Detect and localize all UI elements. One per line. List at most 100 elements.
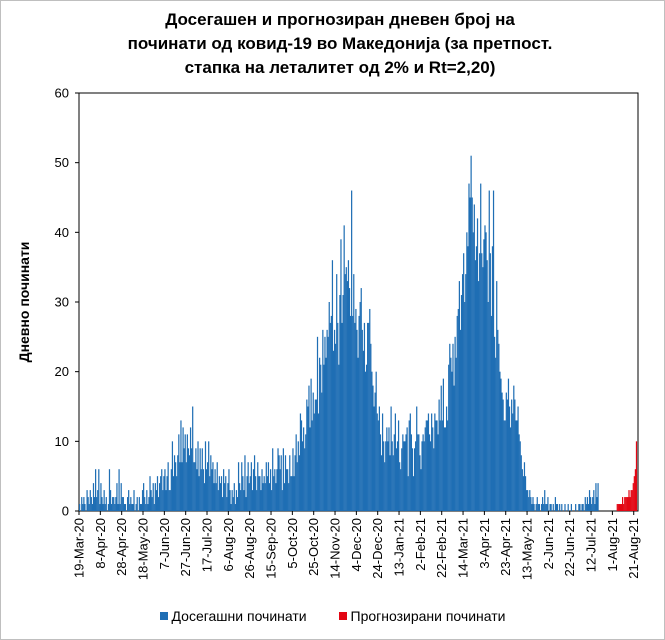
bar-actual (394, 413, 396, 511)
bar-actual (535, 504, 537, 511)
bar-actual (272, 448, 274, 511)
bar-actual (337, 322, 339, 511)
bar-forecast (632, 483, 634, 511)
bar-actual (240, 490, 242, 511)
bar-actual (483, 239, 485, 512)
bar-actual (181, 462, 183, 511)
bar-actual (344, 274, 346, 511)
bar-actual (376, 413, 378, 511)
bar-actual (308, 385, 310, 511)
bar-actual (175, 462, 177, 511)
bar-actual (455, 357, 457, 511)
bar-actual (151, 497, 153, 511)
bar-actual (437, 434, 439, 511)
bar-actual (229, 490, 231, 511)
bar-actual (493, 336, 496, 511)
bar-actual (113, 497, 115, 511)
bar-actual (312, 392, 314, 511)
bar-actual (511, 399, 513, 511)
y-tick-label: 10 (55, 434, 69, 449)
bar-actual (323, 364, 325, 511)
bar-actual (183, 448, 185, 511)
bar-actual (310, 378, 312, 511)
bar-actual (375, 371, 377, 511)
bar-actual (497, 329, 499, 511)
bar-actual (332, 350, 335, 511)
bar-actual (288, 483, 290, 511)
bar-actual (145, 504, 147, 511)
bar-actual (454, 336, 456, 511)
bar-actual (361, 329, 363, 511)
bar-actual (104, 504, 106, 511)
bar-actual (589, 497, 592, 511)
bar-actual (143, 483, 145, 511)
bar-actual (546, 504, 548, 511)
bar-actual (266, 476, 268, 511)
bar-actual (138, 497, 140, 511)
legend-label-actual: Досегашни починати (171, 608, 307, 624)
bar-actual (520, 455, 522, 511)
bar-actual (173, 455, 176, 511)
bar-actual (459, 329, 462, 511)
bar-actual (338, 364, 340, 511)
bar-actual (237, 462, 240, 511)
bar-actual (477, 281, 480, 511)
bar-actual (540, 504, 543, 511)
bar-actual (488, 190, 490, 511)
bar-actual (215, 483, 217, 511)
bar-actual (528, 497, 530, 511)
bar-actual (339, 295, 341, 511)
bar-actual (426, 420, 428, 511)
bar-actual (280, 455, 282, 511)
bar-actual (581, 504, 583, 511)
bar-actual (160, 476, 162, 511)
bar-actual (86, 490, 88, 511)
bar-actual (179, 462, 181, 511)
bar-actual (230, 504, 232, 511)
bar-actual (311, 420, 313, 511)
bar-actual (136, 497, 138, 511)
bar-actual (555, 504, 558, 511)
bar-actual (533, 504, 535, 511)
bar-actual (474, 260, 476, 511)
bar-actual (326, 329, 328, 511)
bar-actual (257, 462, 259, 511)
bar-actual (324, 336, 326, 511)
bar-actual (101, 497, 103, 511)
bar-actual (543, 504, 545, 511)
bar-actual (140, 504, 143, 511)
bar-forecast (623, 504, 625, 511)
bar-actual (538, 504, 541, 511)
bar-actual (550, 504, 552, 511)
bar-actual (112, 497, 114, 511)
bar-actual (367, 322, 369, 511)
bar-actual (82, 504, 84, 511)
bar-actual (388, 427, 390, 511)
bar-actual (214, 469, 216, 511)
bar-actual (282, 448, 284, 511)
bar-actual (500, 378, 502, 511)
bar-actual (133, 490, 135, 511)
x-tick-label: 14-Nov-20 (328, 518, 343, 579)
bar-actual (352, 315, 354, 511)
bar-actual (232, 497, 234, 511)
bar-actual (296, 462, 298, 511)
bar-actual (243, 490, 245, 511)
bar-actual (470, 155, 472, 511)
bar-actual (241, 462, 243, 511)
bar-actual (527, 490, 529, 511)
bar-actual (486, 260, 488, 511)
bar-actual (403, 441, 405, 511)
x-tick-label: 15-Sep-20 (264, 518, 279, 579)
x-tick-label: 6-Aug-20 (221, 518, 236, 571)
bar-actual (195, 448, 197, 511)
bar-actual (177, 455, 179, 511)
bar-forecast (628, 490, 630, 511)
bar-actual (545, 504, 547, 511)
bar-actual (120, 483, 122, 511)
bar-actual (410, 434, 412, 511)
bar-actual (300, 420, 303, 511)
bar-actual (245, 497, 247, 511)
bar-actual (84, 504, 86, 511)
bar-actual (233, 483, 235, 511)
